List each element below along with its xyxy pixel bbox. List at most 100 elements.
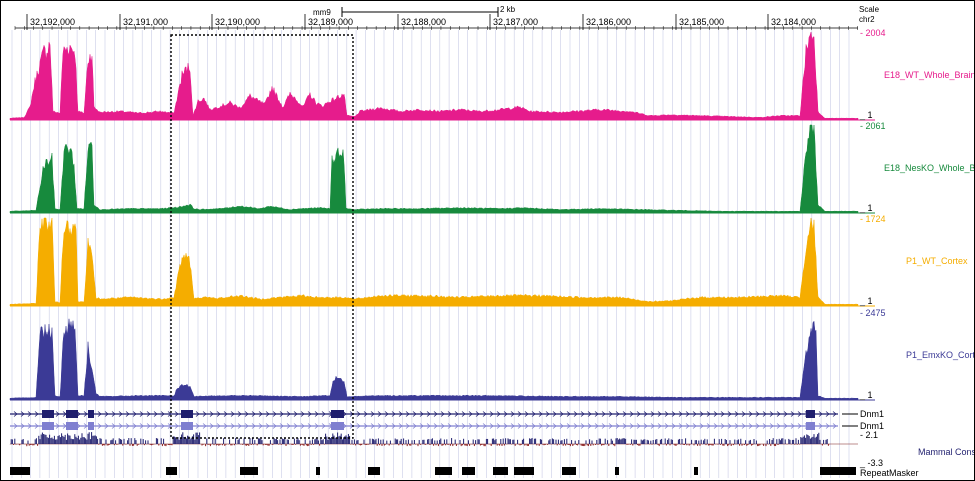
gene-strand-arrow [580, 423, 585, 429]
gene-strand-arrow [391, 411, 396, 417]
gene-strand-arrow [748, 423, 753, 429]
gene-strand-arrow [699, 411, 704, 417]
chrom-label: chr2 [859, 15, 875, 24]
repeat-element [562, 467, 576, 475]
track-p1-emxko-cortex[interactable]: - 2475 _ 1 P1_EmxKO_Cortex [9, 308, 975, 401]
gene-strand-arrow [454, 423, 459, 429]
gene-strand-arrow [293, 423, 298, 429]
track-p1-wt-cortex[interactable]: - 1724 _ 1 P1_WT_Cortex [9, 214, 968, 307]
gene-strand-arrow [307, 423, 312, 429]
gene-strand-arrow [783, 411, 788, 417]
gene-strand-arrow [468, 423, 473, 429]
vertical-gridlines [11, 30, 850, 478]
gene-strand-arrow [209, 411, 214, 417]
gene-strand-arrow [650, 423, 655, 429]
gene-strand-arrow [55, 411, 60, 417]
track-e18-neskko-whole-brain[interactable]: - 2061 _ 1 E18_NesKO_Whole_Brain [9, 121, 975, 214]
track-signal-area [9, 318, 859, 401]
gene-strand-arrow [769, 411, 774, 417]
track-e18-wt-whole-brain[interactable]: - 2004 _ 1 E18_WT_Whole_Brain [9, 28, 975, 121]
gene-strand-arrow [202, 411, 207, 417]
gene-strand-arrow [167, 411, 172, 417]
gene-strand-arrow [433, 423, 438, 429]
gene-strand-arrow [447, 423, 452, 429]
ruler-position-label: 32,188,000 [401, 17, 446, 27]
ruler-position-label: 32,185,000 [679, 17, 724, 27]
gene-strand-arrow [741, 411, 746, 417]
highlight-box [170, 34, 354, 439]
gene-strand-arrow [776, 423, 781, 429]
gene-track-2[interactable]: Dnm1 [10, 421, 884, 431]
gene-strand-arrow [118, 411, 123, 417]
gene-strand-arrow [111, 423, 116, 429]
gene-strand-arrow [825, 423, 830, 429]
repeat-element [368, 467, 380, 475]
gene-strand-arrow [125, 411, 130, 417]
gene-strand-arrow [510, 411, 515, 417]
gene-strand-arrow [503, 423, 508, 429]
gene-strand-arrow [363, 423, 368, 429]
gene-track-1[interactable]: Dnm1 [10, 409, 884, 419]
gene-strand-arrow [447, 411, 452, 417]
gene-strand-arrow [83, 411, 88, 417]
gene-strand-arrow [538, 411, 543, 417]
gene-strand-arrow [713, 423, 718, 429]
gene-strand-arrow [132, 423, 137, 429]
gene-exon [331, 410, 344, 418]
gene-strand-arrow [223, 411, 228, 417]
gene-strand-arrow [398, 423, 403, 429]
repeat-element [316, 467, 320, 475]
gene-strand-arrow [97, 411, 102, 417]
gene-strand-arrow [727, 411, 732, 417]
gene-strand-arrow [223, 423, 228, 429]
gene-strand-arrow [370, 411, 375, 417]
track-signal-area [9, 124, 859, 214]
gene-strand-arrow [160, 411, 165, 417]
repeat-element [435, 467, 452, 475]
gene-strand-arrow [489, 411, 494, 417]
gene-strand-arrow [293, 411, 298, 417]
gene-strand-arrow [832, 411, 837, 417]
gene-strand-arrow [503, 411, 508, 417]
gene-strand-arrow [790, 411, 795, 417]
gene-strand-arrow [482, 423, 487, 429]
gene-strand-arrow [363, 411, 368, 417]
ruler-position-label: 32,186,000 [586, 17, 631, 27]
gene-strand-arrow [832, 423, 837, 429]
gene-strand-arrow [83, 423, 88, 429]
gene-strand-arrow [111, 411, 116, 417]
gene-strand-arrow [433, 411, 438, 417]
gene-strand-arrow [27, 423, 32, 429]
track-signal-area [9, 31, 859, 121]
track-min-label: _ 1 [859, 110, 873, 120]
gene-exon [42, 410, 54, 418]
gene-strand-arrow [412, 423, 417, 429]
gene-strand-arrow [202, 423, 207, 429]
gene-strand-arrow [573, 411, 578, 417]
gene-strand-arrow [671, 423, 676, 429]
gene-strand-arrow [713, 411, 718, 417]
gene-strand-arrow [475, 411, 480, 417]
repeat-element [240, 467, 258, 475]
gene-strand-arrow [727, 423, 732, 429]
mammal-cons-track: - 2.1 _ -3.3 Mammal Cons [9, 430, 975, 468]
gene-strand-arrow [230, 411, 235, 417]
gene-strand-arrow [104, 411, 109, 417]
track-name-label: P1_WT_Cortex [906, 256, 968, 266]
gene-strand-arrow [776, 411, 781, 417]
gene-strand-arrow [139, 411, 144, 417]
gene-strand-arrow [286, 423, 291, 429]
ruler-position-label: 32,187,000 [493, 17, 538, 27]
gene-strand-arrow [622, 423, 627, 429]
gene-strand-arrow [300, 411, 305, 417]
gene-exon [181, 410, 193, 418]
gene-strand-arrow [237, 423, 242, 429]
track-min-label: _ 1 [859, 390, 873, 400]
gene-strand-arrow [734, 411, 739, 417]
repeat-element [10, 467, 30, 475]
gene-strand-arrow [398, 411, 403, 417]
track-max-label: - 1724 [860, 214, 886, 224]
gene-strand-arrow [482, 411, 487, 417]
gene-strand-arrow [153, 411, 158, 417]
